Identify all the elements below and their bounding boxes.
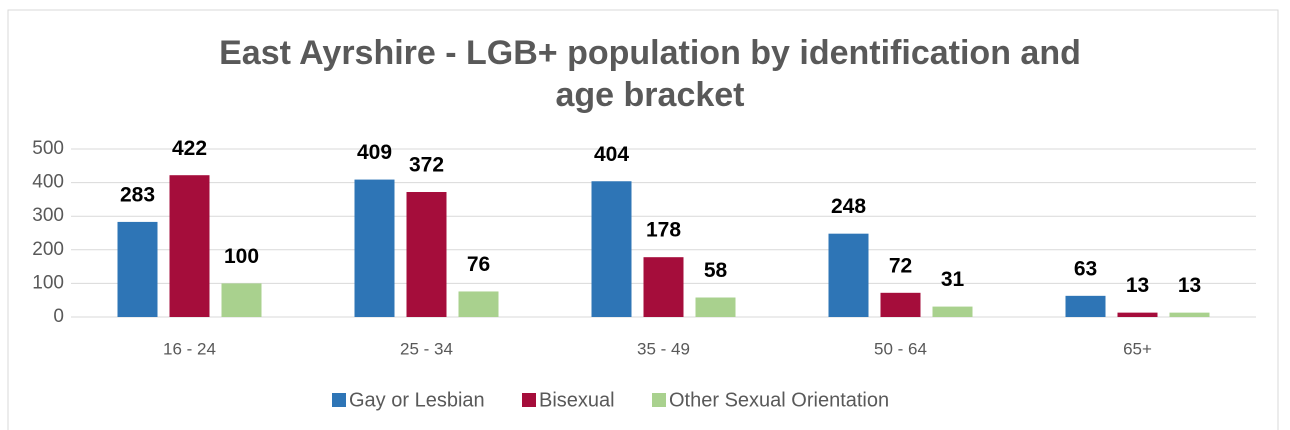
x-tick-label: 65+ xyxy=(1123,339,1152,358)
y-tick-label: 500 xyxy=(32,138,64,159)
y-tick-label: 200 xyxy=(32,239,64,260)
y-tick-label: 0 xyxy=(53,306,64,327)
bar xyxy=(932,306,973,317)
bar xyxy=(1117,312,1158,317)
data-label: 13 xyxy=(1178,274,1201,297)
chart-frame xyxy=(7,9,1279,430)
data-label: 72 xyxy=(889,254,912,277)
data-label: 178 xyxy=(646,219,681,242)
data-label: 63 xyxy=(1074,257,1097,280)
y-tick-label: 300 xyxy=(32,205,64,226)
x-tick-label: 50 - 64 xyxy=(874,339,927,358)
data-label: 283 xyxy=(120,183,155,206)
bar xyxy=(458,291,499,317)
data-label: 372 xyxy=(409,154,444,177)
bar xyxy=(354,179,395,317)
data-label: 248 xyxy=(831,195,866,218)
bar xyxy=(169,175,210,317)
data-label: 100 xyxy=(224,245,259,268)
bar xyxy=(695,297,736,317)
data-label: 404 xyxy=(594,143,629,166)
legend-swatch xyxy=(332,393,346,407)
x-tick-label: 35 - 49 xyxy=(637,339,690,358)
bar xyxy=(406,192,447,317)
legend-label: Gay or Lesbian xyxy=(349,389,485,411)
bar xyxy=(880,292,921,317)
bar xyxy=(828,233,869,317)
data-label: 422 xyxy=(172,137,207,160)
bar xyxy=(1065,295,1106,317)
bar xyxy=(591,181,632,317)
y-tick-label: 100 xyxy=(32,272,64,293)
data-label: 13 xyxy=(1126,274,1149,297)
legend-label: Other Sexual Orientation xyxy=(669,389,889,411)
bar xyxy=(1169,312,1210,317)
chart-title: East Ayrshire - LGB+ population by ident… xyxy=(219,34,1081,72)
data-label: 76 xyxy=(467,253,490,276)
data-label: 31 xyxy=(941,268,965,291)
bar xyxy=(221,283,262,317)
data-label: 58 xyxy=(704,259,728,282)
legend-swatch xyxy=(652,393,666,407)
bar xyxy=(643,257,684,317)
legend-label: Bisexual xyxy=(539,389,615,411)
legend-swatch xyxy=(522,393,536,407)
data-label: 409 xyxy=(357,141,392,164)
y-tick-label: 400 xyxy=(32,172,64,193)
x-tick-label: 16 - 24 xyxy=(163,339,216,358)
x-tick-label: 25 - 34 xyxy=(400,339,453,358)
chart-title: age bracket xyxy=(556,76,745,114)
bar xyxy=(117,221,158,317)
